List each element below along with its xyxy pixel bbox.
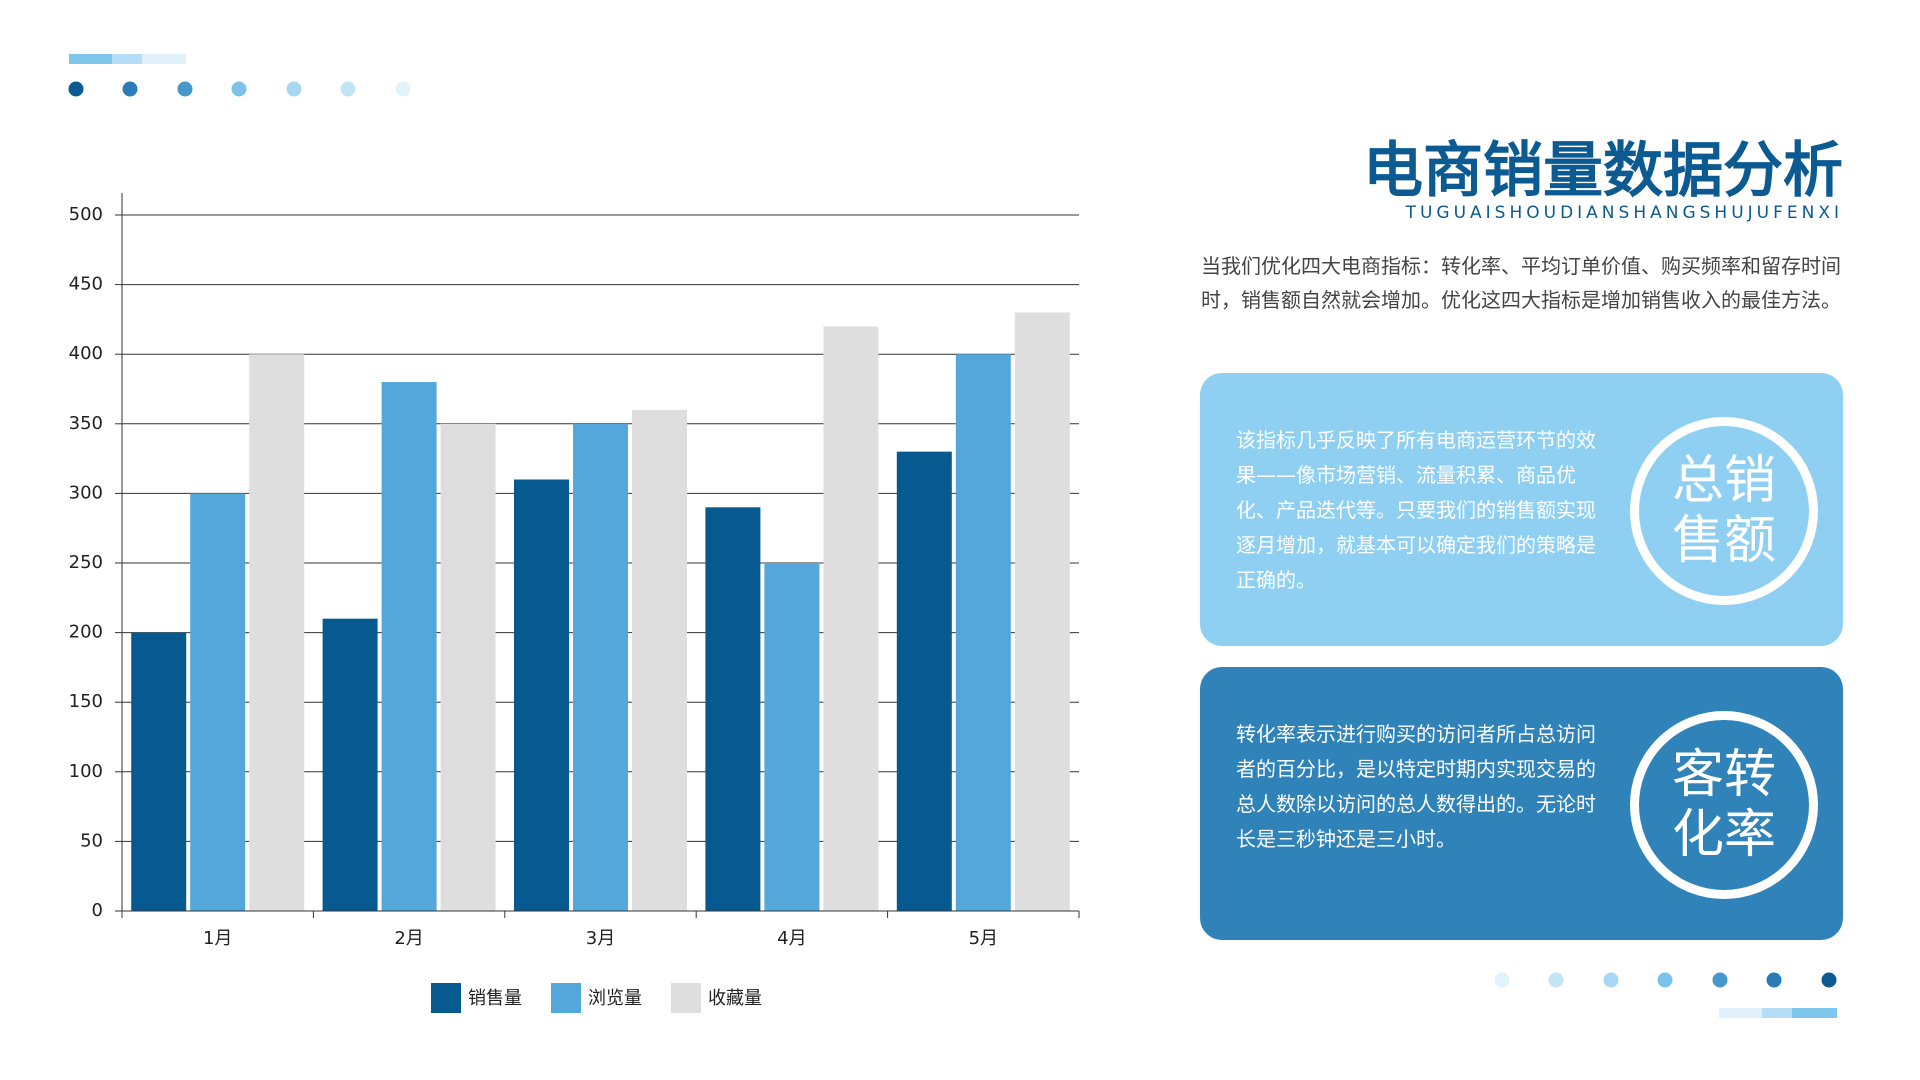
decoration [68,54,1837,1018]
badge-text: 售额 [1671,511,1776,571]
legend-swatch [431,983,461,1013]
x-tick-label: 5月 [969,928,998,949]
y-tick-label: 150 [69,691,103,712]
bar [764,563,820,911]
card-text: 转化率表示进行购买的访问者所占总访问者的百分比，是以特定时期内实现交易的总人数除… [1236,722,1596,851]
y-tick-label: 0 [92,900,103,921]
legend-label: 收藏量 [708,988,762,1009]
title: 电商销量数据分析 [1363,136,1843,206]
y-tick-label: 500 [69,204,103,225]
bar [190,493,246,911]
badge: 总销 售额 [1630,417,1818,605]
y-tick-label: 250 [69,552,103,573]
x-tick-label: 1月 [203,928,232,949]
badge: 客转 化率 [1630,711,1818,899]
y-tick-label: 100 [69,761,103,782]
bar [381,382,437,911]
y-tick-label: 450 [69,274,103,295]
card: 转化率表示进行购买的访问者所占总访问者的百分比，是以特定时期内实现交易的总人数除… [1200,667,1843,940]
x-tick-label: 3月 [586,928,615,949]
bar [440,423,496,911]
bar [955,354,1011,911]
bar [249,354,305,911]
bar [823,326,879,911]
y-tick-label: 400 [69,343,103,364]
intro: 当我们优化四大电商指标：转化率、平均订单价值、购买频率和留存时间时，销售额自然就… [1201,254,1841,312]
y-tick-label: 350 [69,413,103,434]
bar [131,632,187,911]
y-tick-label: 300 [69,482,103,503]
badge-text: 客转 [1671,745,1776,805]
legend-label: 销售量 [468,988,522,1009]
bar [514,479,569,911]
legend-label: 浏览量 [588,988,642,1009]
bar [573,423,628,911]
legend-swatch [551,983,581,1013]
bar [1014,312,1070,911]
bar [896,451,952,911]
legend-swatch [671,983,701,1013]
bar [705,507,761,911]
card-text: 该指标几乎反映了所有电商运营环节的效果——像市场营销、流量积累、商品优化、产品迭… [1236,428,1596,592]
x-tick-label: 2月 [394,928,423,949]
badge-text: 化率 [1671,805,1776,865]
card: 该指标几乎反映了所有电商运营环节的效果——像市场营销、流量积累、商品优化、产品迭… [1200,373,1843,646]
y-tick-label: 50 [80,830,103,851]
bar [632,409,687,911]
x-tick-label: 4月 [777,928,806,949]
subtitle: TUGUAISHOUDIANSHANGSHUJUFENXI [1405,203,1843,223]
y-tick-label: 200 [69,622,103,643]
bar [322,618,378,911]
badge-text: 总销 [1671,451,1776,511]
